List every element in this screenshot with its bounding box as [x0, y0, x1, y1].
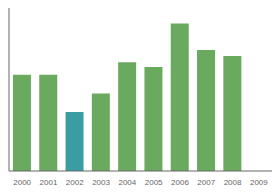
svg-text:2007: 2007	[197, 178, 215, 187]
svg-text:2008: 2008	[224, 178, 242, 187]
svg-text:2005: 2005	[145, 178, 163, 187]
svg-text:2003: 2003	[92, 178, 110, 187]
svg-text:2009: 2009	[250, 178, 268, 187]
svg-text:2004: 2004	[118, 178, 136, 187]
svg-text:2000: 2000	[13, 178, 31, 187]
svg-text:2001: 2001	[40, 178, 58, 187]
svg-text:2002: 2002	[66, 178, 84, 187]
svg-text:2006: 2006	[171, 178, 189, 187]
